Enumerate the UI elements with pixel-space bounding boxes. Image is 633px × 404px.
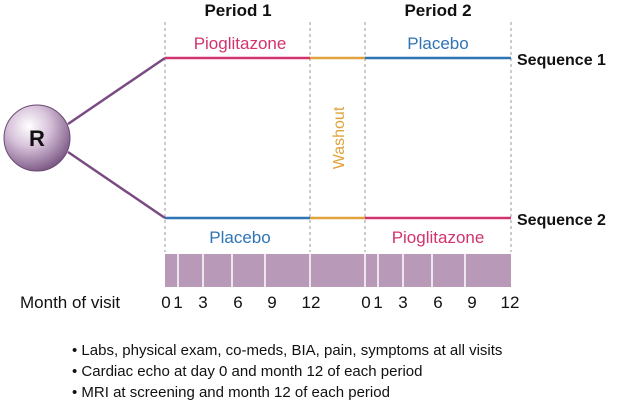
month-tick-label: 0 [161, 293, 170, 312]
sequence-2-period-2-drug: Pioglitazone [392, 228, 485, 247]
visit-bar-background [165, 254, 511, 287]
sequence-1-period-1-drug: Pioglitazone [194, 34, 287, 53]
branch-to-sequence-2 [67, 150, 166, 220]
note-item: Labs, physical exam, co-meds, BIA, pain,… [72, 340, 502, 361]
month-axis-label: Month of visit [20, 293, 120, 312]
note-item: Cardiac echo at day 0 and month 12 of ea… [72, 361, 502, 382]
month-tick-label: 3 [398, 293, 407, 312]
month-tick-label: 6 [233, 293, 242, 312]
sequence-2-period-1-drug: Placebo [209, 228, 270, 247]
sequence-1-label: Sequence 1 [517, 52, 606, 69]
visit-timeline-bar [165, 254, 511, 287]
washout-label: Washout [331, 106, 348, 169]
period-boundaries [164, 22, 512, 252]
month-tick-label: 12 [302, 293, 321, 312]
period-2-header: Period 2 [404, 1, 471, 20]
visit-assessment-notes: Labs, physical exam, co-meds, BIA, pain,… [72, 340, 502, 403]
month-tick-label: 3 [198, 293, 207, 312]
month-tick-label: 0 [361, 293, 370, 312]
randomization-node [3, 104, 71, 172]
period-1-header: Period 1 [204, 1, 271, 20]
note-item: MRI at screening and month 12 of each pe… [72, 382, 502, 403]
randomization-label: R [29, 126, 45, 151]
month-tick-label: 1 [173, 293, 182, 312]
month-tick-label: 1 [373, 293, 382, 312]
month-tick-label: 12 [501, 293, 520, 312]
month-tick-label: 6 [433, 293, 442, 312]
month-tick-label: 9 [267, 293, 276, 312]
branch-to-sequence-1 [67, 56, 166, 126]
sequence-2-label: Sequence 2 [517, 212, 606, 229]
sequence-1-period-2-drug: Placebo [407, 34, 468, 53]
month-tick-label: 9 [467, 293, 476, 312]
